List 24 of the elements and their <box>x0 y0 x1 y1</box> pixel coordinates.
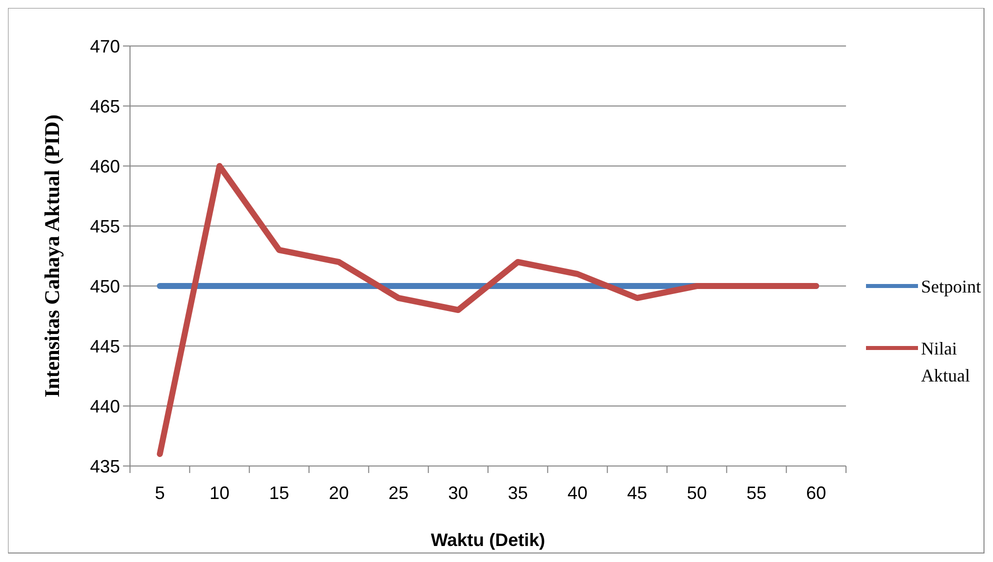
y-axis-title: Intensitas Cahaya Aktual (PID) <box>40 114 64 398</box>
y-tick-label: 435 <box>90 456 120 476</box>
x-tick-label: 35 <box>508 483 528 503</box>
x-tick-label: 40 <box>567 483 588 503</box>
legend-label: Nilai Aktual <box>921 338 970 386</box>
x-tick-label: 30 <box>448 483 468 503</box>
y-tick-label: 445 <box>90 336 120 356</box>
y-tick-label: 470 <box>90 36 120 56</box>
y-tick-label: 440 <box>90 396 120 416</box>
y-tick-label: 460 <box>90 156 120 176</box>
y-tick-label: 465 <box>90 96 120 116</box>
x-tick-label: 5 <box>154 483 165 503</box>
x-tick-label: 20 <box>328 483 349 503</box>
x-tick-label: 60 <box>806 483 826 503</box>
x-tick-label: 15 <box>269 483 290 503</box>
y-tick-label: 450 <box>90 276 120 296</box>
legend-label: Setpoint <box>921 276 982 296</box>
x-tick-label: 45 <box>627 483 648 503</box>
x-tick-label: 50 <box>686 483 707 503</box>
x-tick-label: 55 <box>746 483 767 503</box>
x-axis-title: Waktu (Detik) <box>430 530 546 550</box>
x-tick-label: 25 <box>388 483 409 503</box>
y-tick-label: 455 <box>90 216 120 236</box>
x-tick-label: 10 <box>209 483 230 503</box>
